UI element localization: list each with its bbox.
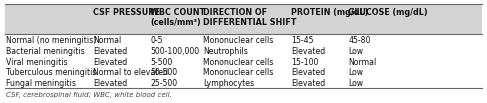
Text: Elevated: Elevated (93, 47, 128, 56)
Text: WBC COUNT
(cells/mm³): WBC COUNT (cells/mm³) (150, 8, 206, 27)
Bar (5, 34, 482, 45)
Text: GLUCOSE (mg/dL): GLUCOSE (mg/dL) (349, 8, 428, 17)
Text: 500-100,000: 500-100,000 (150, 47, 200, 56)
Bar (5, 77, 482, 88)
Text: Mononuclear cells: Mononuclear cells (203, 58, 273, 67)
Text: DIRECTION OF
DIFFERENTIAL SHIFT: DIRECTION OF DIFFERENTIAL SHIFT (203, 8, 296, 27)
Text: PROTEIN (mg/dL): PROTEIN (mg/dL) (291, 8, 369, 17)
Text: Mononuclear cells: Mononuclear cells (203, 68, 273, 77)
Text: Low: Low (349, 79, 364, 88)
Text: 15-100: 15-100 (291, 58, 318, 67)
Text: 25-500: 25-500 (150, 79, 178, 88)
Text: Tuberculous meningitis: Tuberculous meningitis (6, 68, 97, 77)
Text: Normal to elevated: Normal to elevated (93, 68, 169, 77)
Text: Elevated: Elevated (291, 68, 325, 77)
Text: 5-500: 5-500 (150, 58, 173, 67)
Text: Neutrophils: Neutrophils (203, 47, 248, 56)
Text: 0-5: 0-5 (150, 36, 163, 45)
Text: Fungal meningitis: Fungal meningitis (6, 79, 76, 88)
Text: Low: Low (349, 68, 364, 77)
Text: Elevated: Elevated (93, 79, 128, 88)
Text: Low: Low (349, 47, 364, 56)
Bar (5, 45, 482, 56)
Text: 15-45: 15-45 (291, 36, 314, 45)
Text: Normal (no meningitis): Normal (no meningitis) (6, 36, 96, 45)
Text: CSF, cerebrospinal fluid; WBC, white blood cell.: CSF, cerebrospinal fluid; WBC, white blo… (6, 92, 172, 98)
Text: Normal: Normal (349, 58, 377, 67)
Text: Normal: Normal (93, 36, 121, 45)
Text: 50-500: 50-500 (150, 68, 178, 77)
Text: Viral meningitis: Viral meningitis (6, 58, 68, 67)
Text: Elevated: Elevated (93, 58, 128, 67)
Text: Bacterial meningitis: Bacterial meningitis (6, 47, 85, 56)
Text: Mononuclear cells: Mononuclear cells (203, 36, 273, 45)
Bar (5, 4, 482, 34)
Text: Elevated: Elevated (291, 47, 325, 56)
Text: Lymphocytes: Lymphocytes (203, 79, 254, 88)
Bar (5, 56, 482, 66)
Text: CSF PRESSURE: CSF PRESSURE (93, 8, 160, 17)
Text: Elevated: Elevated (291, 79, 325, 88)
Bar (5, 66, 482, 77)
Text: 45-80: 45-80 (349, 36, 371, 45)
